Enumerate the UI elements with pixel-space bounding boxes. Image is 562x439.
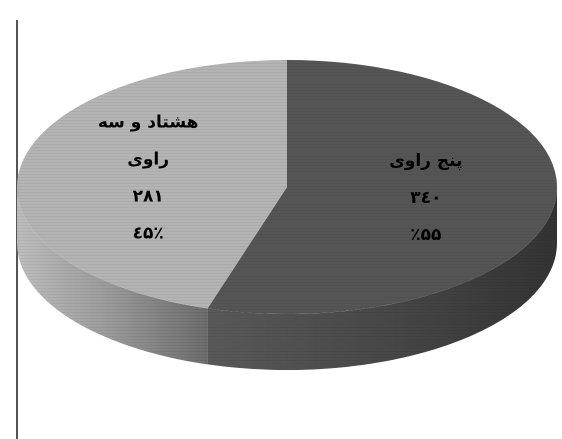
slice-name-label-2-1: هشتاد و سه xyxy=(98,113,199,133)
slice-percent-label-1: ٪۵۵ xyxy=(410,225,441,245)
slice-name-label-2-2: راوی xyxy=(127,150,169,170)
slice-percent-label-2: ٪٤۵ xyxy=(133,224,164,244)
slice-value-label-1: ۳٤۰ xyxy=(410,188,441,208)
pie-slice-texture-1 xyxy=(207,60,557,314)
slice-side-texture-1 xyxy=(207,187,557,370)
slices-layer xyxy=(16,60,557,370)
slice-value-label-2: ۲۸۱ xyxy=(133,187,164,207)
pie-slice-texture-2 xyxy=(16,60,288,309)
slice-name-label-1-1: پنج راوی xyxy=(389,151,462,171)
slice-side-texture-2 xyxy=(17,187,208,365)
labels-layer: پنج راوی ۳٤۰ ٪۵۵ هشتاد و سه راوی ۲۸۱ ٪٤۵ xyxy=(98,113,463,245)
